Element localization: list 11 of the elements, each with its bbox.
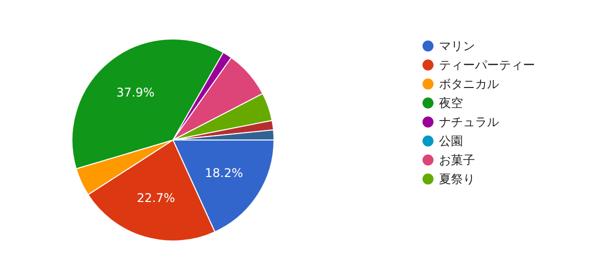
legend-label: お菓子 [439, 153, 475, 167]
legend-label: ボタニカル [439, 77, 499, 91]
data-label: 18.2% [204, 166, 244, 180]
data-label: 22.7% [136, 191, 175, 206]
legend-label: 公園 [439, 134, 463, 148]
legend-label: 夜空 [439, 96, 463, 110]
legend-label: ナチュラル [439, 115, 499, 129]
legend-label: マリン [439, 39, 475, 53]
legend-label: ティーパーティー [439, 58, 535, 72]
legend-label: 夏祭り [439, 172, 475, 186]
data-label: 37.9% [116, 85, 154, 100]
